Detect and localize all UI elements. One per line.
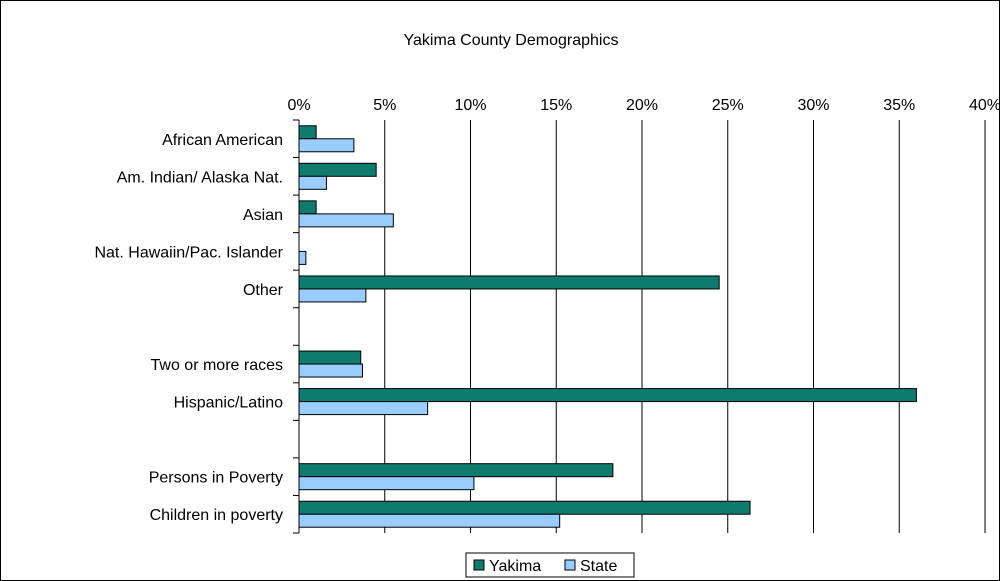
x-tick-label: 5% [373, 97, 396, 114]
y-category-label: Children in poverty [150, 507, 283, 524]
bar-state [298, 213, 394, 228]
x-tick-label: 0% [287, 97, 310, 114]
bars [298, 125, 917, 528]
legend: Yakima State [465, 552, 635, 578]
y-category-label: Other [243, 282, 284, 299]
x-tick-label: 20% [626, 97, 658, 114]
bar-state [298, 138, 355, 153]
legend-label: State [580, 558, 617, 575]
x-axis-ticks: 0% 5% 10% 15% 20% 25% 30% 35% 40% [287, 97, 1000, 114]
y-axis-labels: African American Am. Indian/ Alaska Nat. A… [94, 132, 283, 524]
bar-yakima [298, 463, 614, 478]
bar-state [298, 476, 475, 491]
y-category-label: Asian [243, 207, 283, 224]
bar-state [298, 288, 367, 303]
x-tick-label: 10% [454, 97, 486, 114]
y-category-label: African American [162, 132, 283, 149]
y-category-label: Persons in Poverty [149, 470, 283, 487]
bar-state [298, 513, 561, 528]
bar-yakima [298, 388, 917, 403]
bar-state [298, 401, 429, 416]
bar-yakima [298, 275, 720, 290]
bar-state [298, 363, 363, 378]
bar-state [298, 250, 307, 265]
legend-label: Yakima [489, 558, 541, 575]
y-category-label: Am. Indian/ Alaska Nat. [117, 169, 283, 186]
bar-yakima [298, 125, 317, 140]
bar-yakima [298, 200, 317, 215]
x-tick-label: 25% [712, 97, 744, 114]
bar-yakima [298, 500, 751, 515]
y-category-label: Nat. Hawaiin/Pac. Islander [94, 244, 283, 261]
bar-state [298, 175, 327, 190]
x-tick-label: 15% [540, 97, 572, 114]
x-tick-label: 40% [969, 97, 1000, 114]
legend-swatch-state [564, 559, 576, 571]
axis-lines [293, 119, 300, 534]
y-category-label: Two or more races [151, 357, 283, 374]
bar-yakima [298, 162, 377, 177]
legend-box [465, 552, 635, 578]
bar-yakima [298, 350, 362, 365]
chart-title: Yakima County Demographics [404, 32, 619, 49]
legend-swatch-yakima [473, 559, 485, 571]
x-tick-label: 35% [883, 97, 915, 114]
x-tick-label: 30% [797, 97, 829, 114]
y-category-label: Hispanic/Latino [174, 395, 284, 412]
